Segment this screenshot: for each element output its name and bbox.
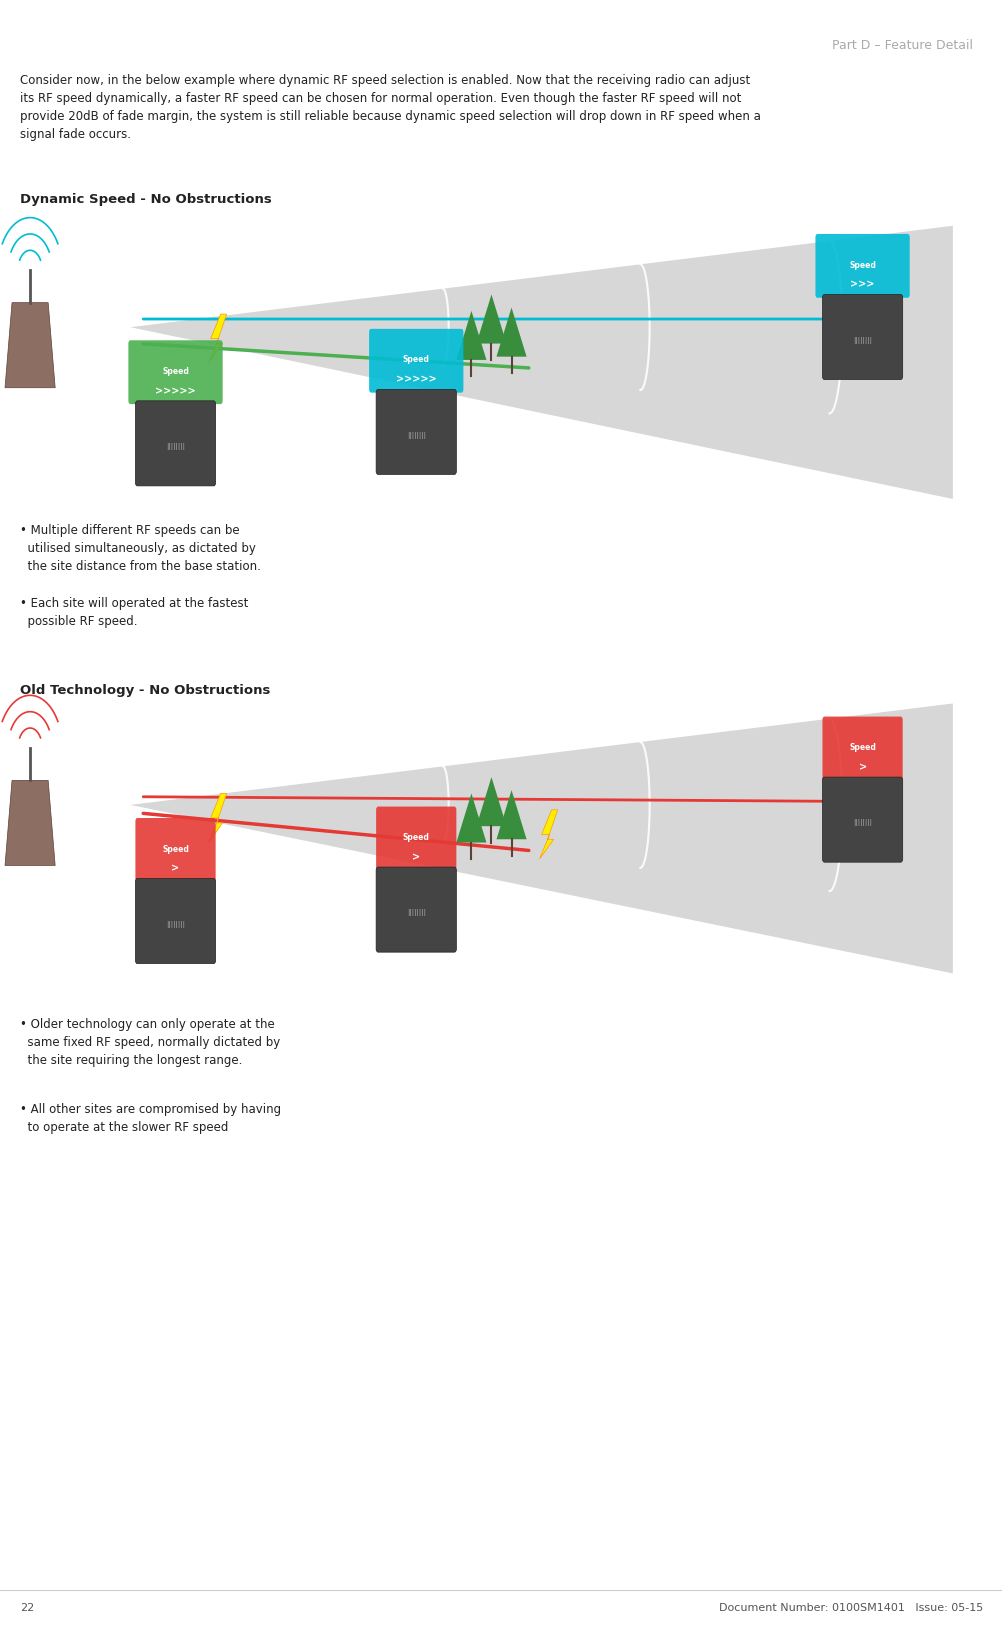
Text: >>>>>: >>>>> bbox=[396, 375, 436, 384]
Polygon shape bbox=[208, 314, 226, 363]
Text: ||||||||: |||||||| bbox=[166, 921, 184, 928]
Text: ||||||||: |||||||| bbox=[407, 910, 425, 916]
Text: Document Number: 0100SM1401   Issue: 05-15: Document Number: 0100SM1401 Issue: 05-15 bbox=[718, 1603, 982, 1613]
FancyBboxPatch shape bbox=[369, 329, 463, 393]
Polygon shape bbox=[456, 793, 486, 843]
FancyBboxPatch shape bbox=[128, 340, 222, 404]
FancyBboxPatch shape bbox=[815, 234, 909, 298]
FancyBboxPatch shape bbox=[135, 818, 215, 882]
FancyBboxPatch shape bbox=[135, 879, 215, 964]
Text: >>>>>: >>>>> bbox=[155, 386, 195, 396]
Polygon shape bbox=[456, 311, 486, 360]
Text: ||||||||: |||||||| bbox=[853, 337, 871, 344]
FancyBboxPatch shape bbox=[822, 294, 902, 380]
Polygon shape bbox=[5, 303, 55, 388]
FancyBboxPatch shape bbox=[135, 401, 215, 486]
Polygon shape bbox=[496, 308, 526, 357]
Polygon shape bbox=[130, 703, 952, 973]
Text: Part D – Feature Detail: Part D – Feature Detail bbox=[831, 39, 972, 52]
Text: Speed: Speed bbox=[849, 743, 875, 753]
Text: Consider now, in the below example where dynamic RF speed selection is enabled. : Consider now, in the below example where… bbox=[20, 74, 761, 141]
Text: • Each site will operated at the fastest
  possible RF speed.: • Each site will operated at the fastest… bbox=[20, 597, 248, 628]
Polygon shape bbox=[476, 777, 506, 826]
Polygon shape bbox=[130, 226, 952, 499]
Text: ||||||||: |||||||| bbox=[166, 443, 184, 450]
Text: >>>: >>> bbox=[850, 280, 874, 290]
Text: ||||||||: |||||||| bbox=[407, 432, 425, 438]
Text: Speed: Speed bbox=[403, 833, 429, 843]
Text: 22: 22 bbox=[20, 1603, 34, 1613]
Text: >: > bbox=[171, 864, 179, 874]
FancyBboxPatch shape bbox=[376, 867, 456, 952]
Text: Speed: Speed bbox=[162, 366, 188, 376]
Polygon shape bbox=[476, 294, 506, 344]
Text: • Older technology can only operate at the
  same fixed RF speed, normally dicta: • Older technology can only operate at t… bbox=[20, 1018, 280, 1067]
FancyBboxPatch shape bbox=[822, 717, 902, 780]
Text: • Multiple different RF speeds can be
  utilised simultaneously, as dictated by
: • Multiple different RF speeds can be ut… bbox=[20, 524, 261, 573]
Text: ||||||||: |||||||| bbox=[853, 820, 871, 826]
Text: Speed: Speed bbox=[162, 844, 188, 854]
Text: Old Technology - No Obstructions: Old Technology - No Obstructions bbox=[20, 684, 271, 697]
Polygon shape bbox=[539, 810, 557, 859]
Text: Speed: Speed bbox=[849, 260, 875, 270]
FancyBboxPatch shape bbox=[376, 807, 456, 870]
Text: Dynamic Speed - No Obstructions: Dynamic Speed - No Obstructions bbox=[20, 193, 272, 206]
Polygon shape bbox=[5, 780, 55, 865]
Polygon shape bbox=[208, 793, 226, 843]
Text: Speed: Speed bbox=[403, 355, 429, 365]
Polygon shape bbox=[496, 790, 526, 839]
Text: >: > bbox=[412, 852, 420, 862]
Text: • All other sites are compromised by having
  to operate at the slower RF speed: • All other sites are compromised by hav… bbox=[20, 1103, 281, 1134]
FancyBboxPatch shape bbox=[376, 389, 456, 474]
Text: >: > bbox=[858, 762, 866, 772]
FancyBboxPatch shape bbox=[822, 777, 902, 862]
